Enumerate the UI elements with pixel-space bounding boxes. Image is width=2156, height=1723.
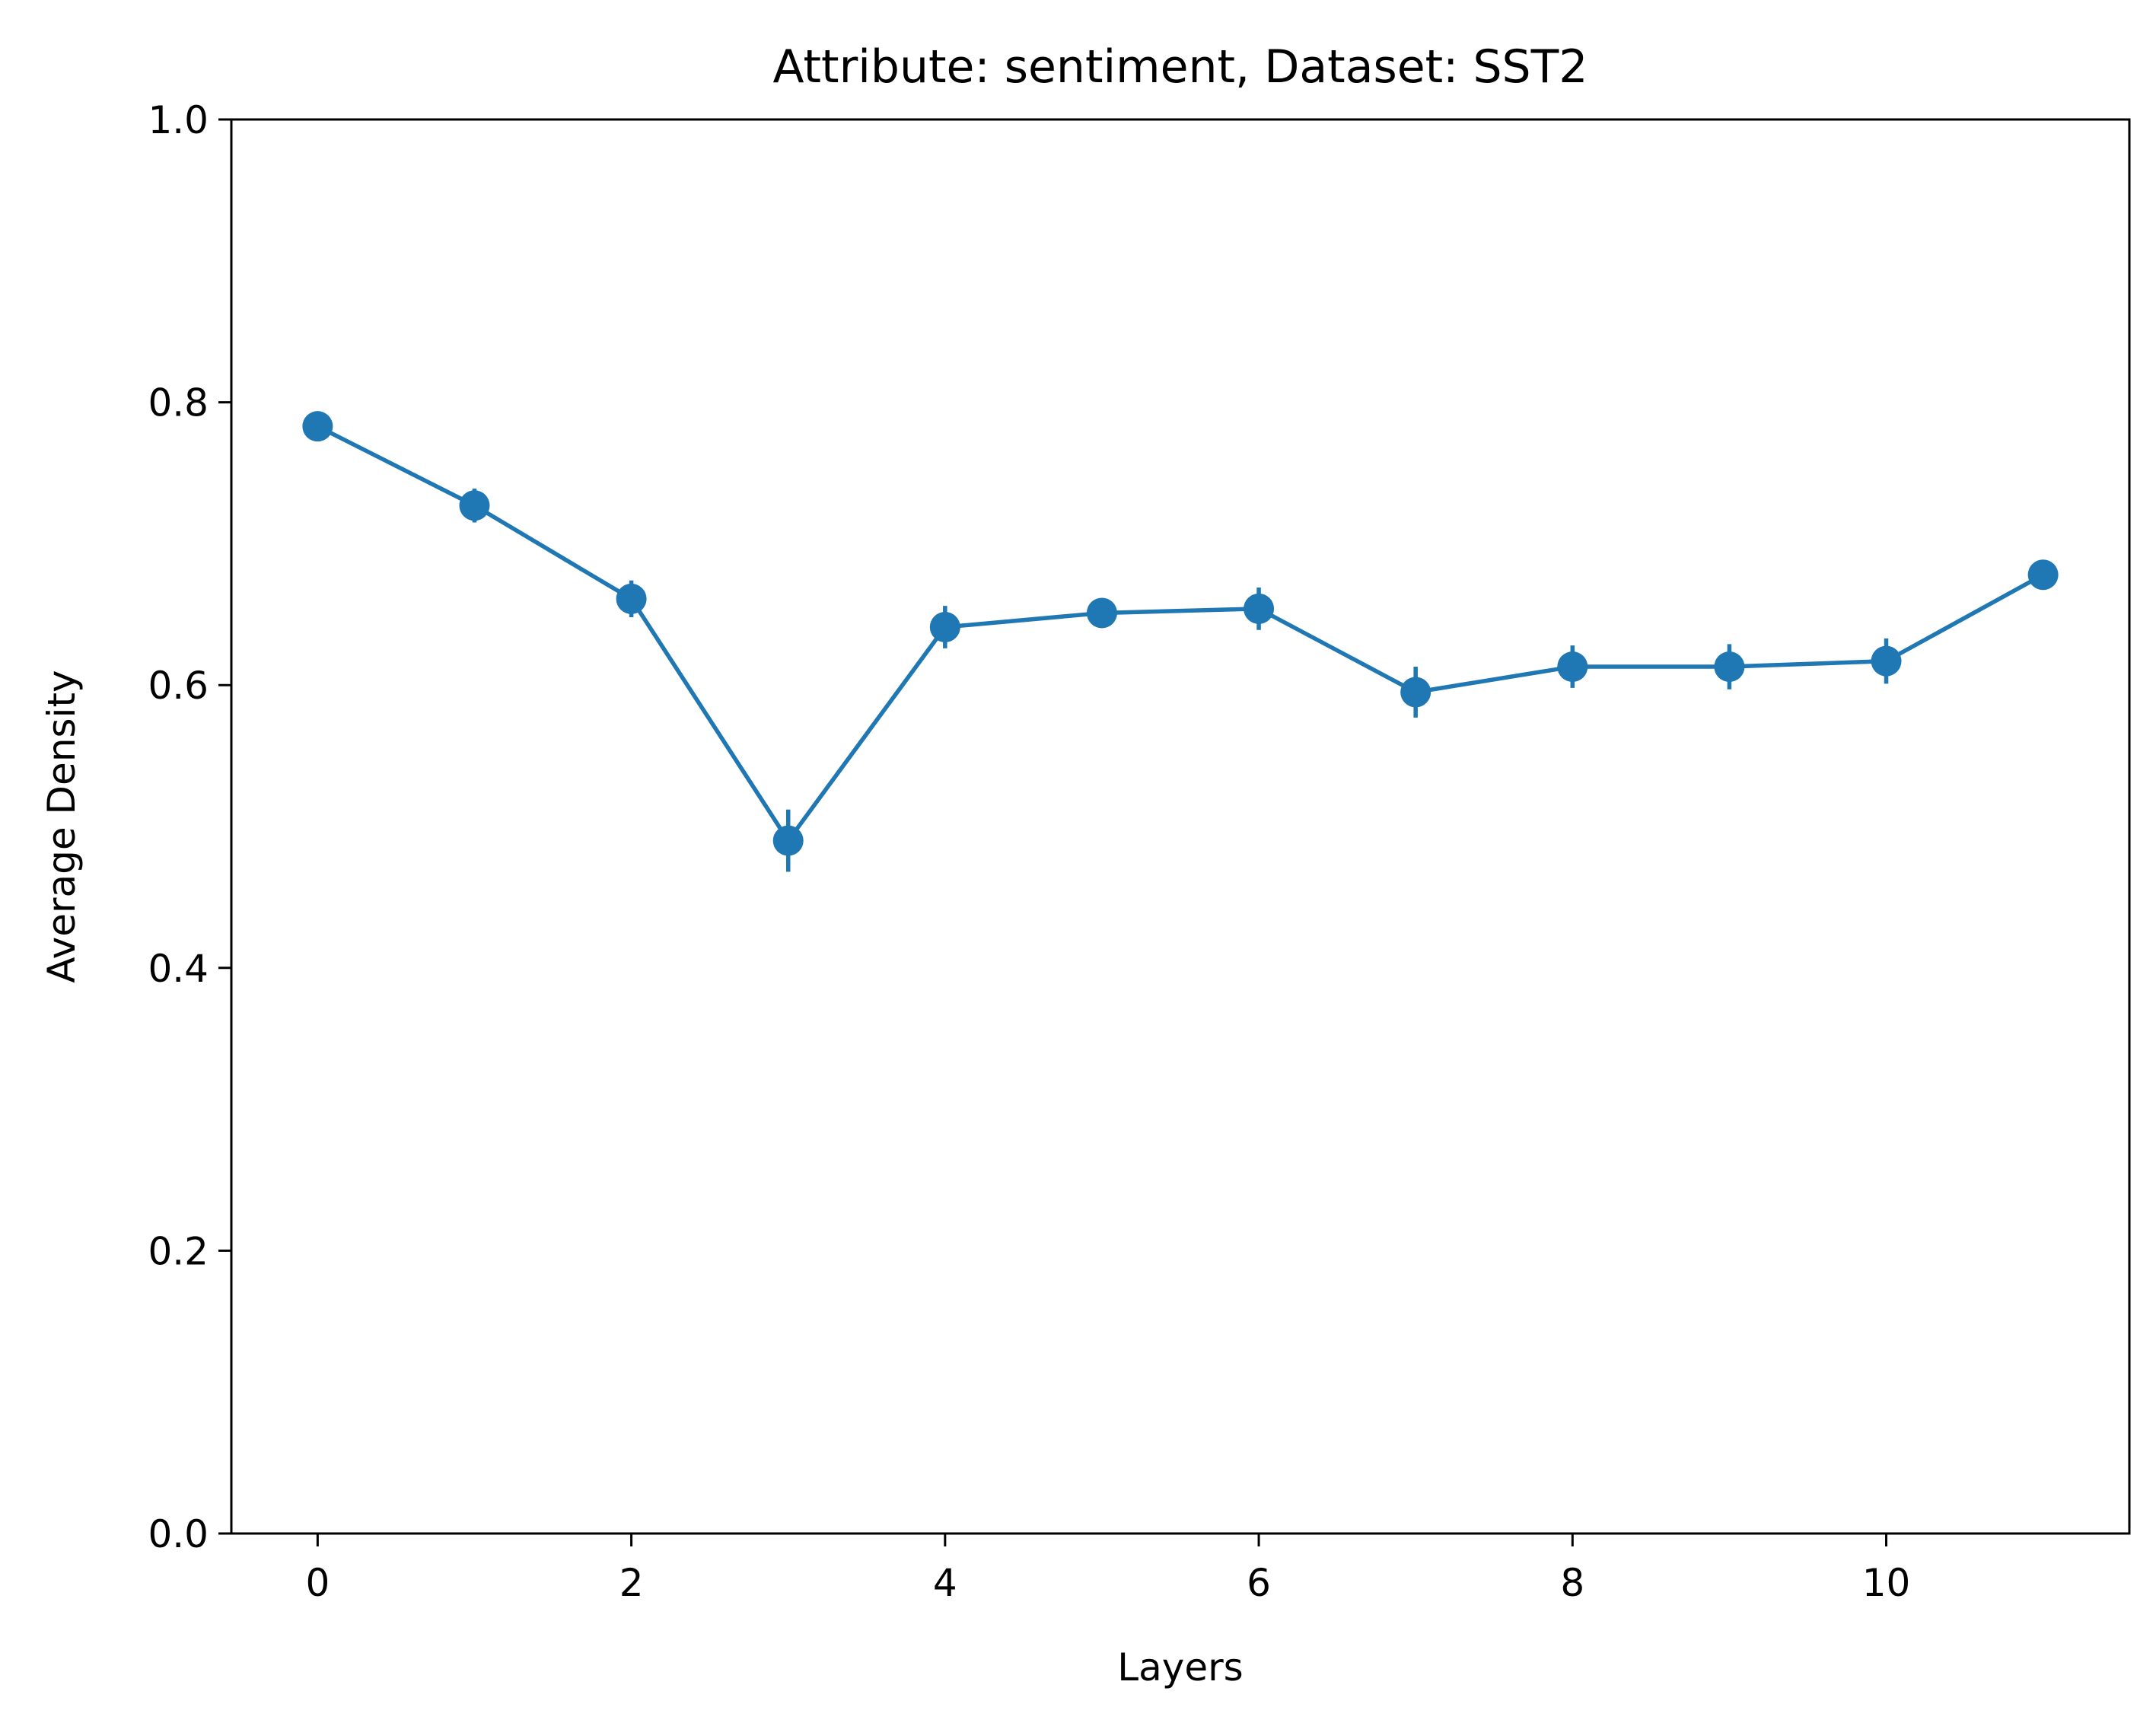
x-tick-label: 4 (933, 1561, 957, 1605)
data-point (616, 583, 647, 614)
data-point (1400, 677, 1431, 708)
data-point (459, 490, 490, 521)
x-axis-label: Layers (1117, 1645, 1243, 1690)
data-point (1557, 651, 1588, 683)
data-point (2027, 559, 2059, 591)
series-line (317, 424, 2044, 843)
y-tick-label: 0.4 (148, 947, 209, 991)
data-point (772, 825, 804, 856)
data-point (1714, 651, 1745, 683)
x-tick-label: 0 (305, 1561, 330, 1605)
data-point (1086, 597, 1117, 629)
chart-title: Attribute: sentiment, Dataset: SST2 (773, 40, 1588, 94)
data-point (1871, 645, 1902, 677)
y-axis-label: Average Density (40, 670, 84, 983)
y-tick-label: 0.6 (148, 664, 209, 708)
x-tick-label: 10 (1862, 1561, 1911, 1605)
data-point (302, 411, 333, 442)
plot-frame (230, 118, 2131, 1535)
y-tick-label: 0.0 (148, 1512, 209, 1556)
x-tick-label: 2 (619, 1561, 644, 1605)
y-tick-label: 1.0 (148, 98, 209, 142)
data-point (929, 612, 960, 643)
data-point (1244, 593, 1275, 624)
x-tick-label: 6 (1247, 1561, 1271, 1605)
y-tick-label: 0.8 (148, 381, 209, 425)
plot-area: 0 2 4 6 8 10 0.0 0.2 0.4 0.6 0.8 1.0 (148, 98, 2131, 1605)
x-tick-label: 8 (1560, 1561, 1584, 1605)
y-tick-label: 0.2 (148, 1229, 209, 1273)
